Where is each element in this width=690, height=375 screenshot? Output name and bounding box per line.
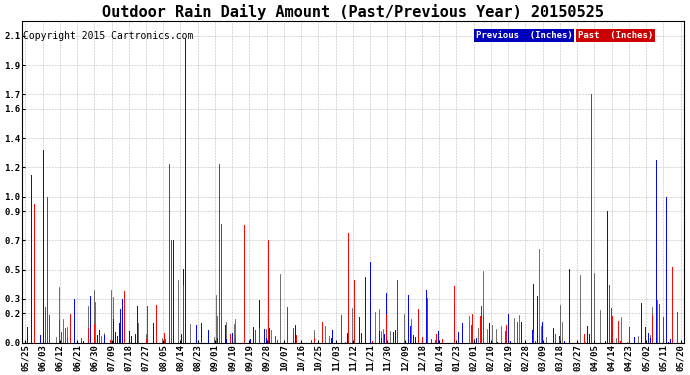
Title: Outdoor Rain Daily Amount (Past/Previous Year) 20150525: Outdoor Rain Daily Amount (Past/Previous…: [102, 4, 604, 20]
Text: Past  (Inches): Past (Inches): [578, 31, 653, 40]
Text: Copyright 2015 Cartronics.com: Copyright 2015 Cartronics.com: [23, 31, 193, 41]
Text: Previous  (Inches): Previous (Inches): [475, 31, 572, 40]
